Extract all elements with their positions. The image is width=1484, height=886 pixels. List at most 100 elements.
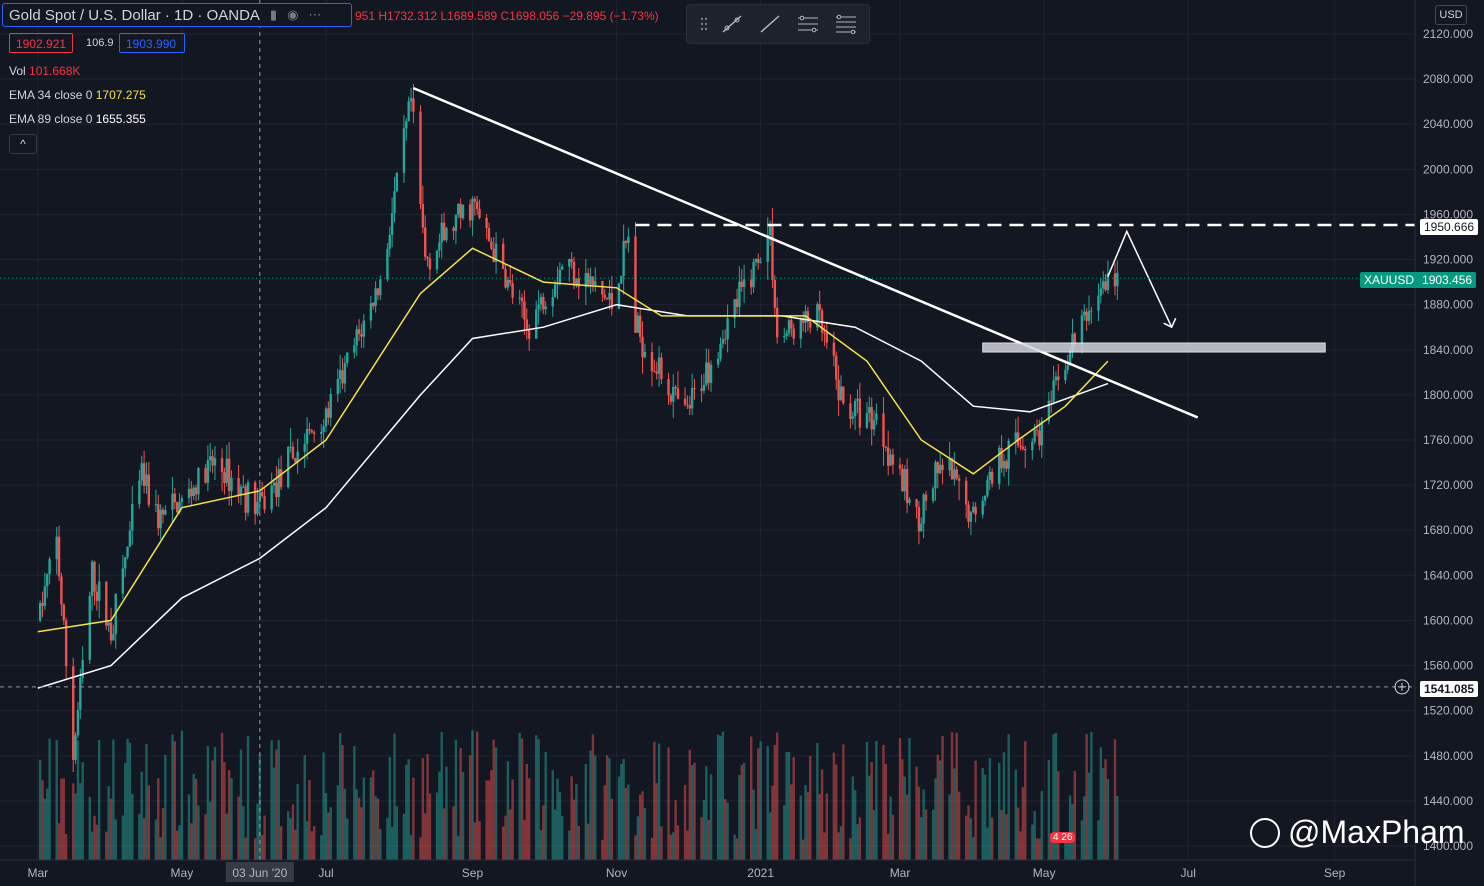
candle-body [95, 591, 99, 601]
volume-bar [953, 768, 956, 860]
volume-bar [468, 755, 472, 860]
trendline-tool-icon[interactable] [719, 12, 745, 36]
volume-bar [419, 837, 422, 860]
volume-bar [969, 818, 973, 860]
eye-icon[interactable]: ◉ [287, 7, 299, 22]
ema34-line [37, 247, 1109, 633]
candle-body [875, 413, 878, 421]
y-tick-label: 1560.000 [1423, 659, 1473, 673]
volume-bar [246, 735, 250, 860]
volume-bar [435, 792, 439, 860]
candle-body [589, 276, 592, 285]
volume-bar [353, 746, 356, 860]
more-icon[interactable]: ⋯ [308, 7, 322, 22]
volume-bar [690, 764, 694, 860]
volume-bar [988, 757, 991, 860]
volume-bar [917, 786, 921, 860]
candle-body [346, 352, 349, 363]
candle-body [294, 458, 297, 463]
candle-body [511, 283, 514, 298]
volume-bar [506, 761, 510, 860]
volume-bar [131, 793, 134, 860]
volume-bar [263, 815, 266, 860]
square-icon[interactable]: ▮ [269, 7, 278, 22]
candle-body [724, 339, 727, 341]
candle-body [1097, 295, 1100, 311]
symbol-title: Gold Spot / U.S. Dollar · 1D · OANDA [9, 6, 260, 24]
candle-body [147, 474, 151, 505]
candle-body [223, 472, 226, 484]
volume-bar [669, 834, 673, 860]
candle-body [702, 384, 706, 391]
ohlc-open: 951 [355, 9, 376, 23]
volume-bar [972, 837, 975, 860]
candle-body [1033, 429, 1036, 442]
candle-body [936, 462, 940, 474]
volume-bar [438, 771, 441, 860]
volume-bar [1021, 787, 1025, 860]
candle-body [1106, 273, 1110, 291]
volume-bar [950, 732, 954, 860]
volume-bar [773, 744, 777, 860]
ray-tool-icon[interactable] [757, 12, 783, 36]
drag-handle-icon[interactable] [691, 12, 717, 36]
candle-body [690, 387, 694, 409]
candle-body [275, 482, 278, 498]
volume-bar [709, 774, 713, 860]
candle-body [572, 261, 576, 286]
volume-bar [591, 734, 595, 860]
events-badge[interactable]: 4 26 [1050, 832, 1076, 843]
symbol-title-bar[interactable]: Gold Spot / U.S. Dollar · 1D · OANDA ▮ ◉… [2, 3, 352, 27]
candle-body [452, 227, 455, 231]
candle-body [461, 204, 465, 219]
candle-body [41, 602, 44, 606]
candle-body [688, 405, 691, 409]
candle-body [638, 315, 642, 337]
volume-bar [407, 759, 410, 860]
volume-value: 101.668K [29, 64, 81, 78]
y-tick-label: 1960.000 [1423, 207, 1473, 221]
buy-price[interactable]: 1903.990 [119, 33, 185, 53]
volume-bar [38, 759, 42, 860]
volume-bar [128, 742, 132, 860]
volume-legend[interactable]: Vol 101.668K [9, 64, 80, 78]
channel-tool-icon[interactable] [833, 12, 859, 36]
candle-body [289, 446, 292, 448]
volume-bar [856, 824, 859, 860]
candle-body [624, 240, 628, 244]
ema34-legend[interactable]: EMA 34 close 0 1707.275 [9, 88, 146, 102]
candle-body [1005, 461, 1008, 469]
volume-bar [974, 760, 977, 860]
volume-bar [192, 773, 195, 860]
currency-badge[interactable]: USD [1435, 5, 1467, 25]
volume-bar [194, 778, 198, 860]
ohlc-low: L1689.589 [440, 9, 498, 23]
sell-price[interactable]: 1902.921 [9, 33, 73, 53]
volume-bar [733, 834, 736, 860]
volume-bar [872, 810, 876, 860]
volume-bar [998, 762, 1001, 860]
volume-bar [109, 798, 113, 860]
volume-bar [424, 813, 427, 860]
candle-body [324, 408, 328, 427]
candle-body [1047, 400, 1051, 422]
ema34-value: 1707.275 [95, 88, 146, 102]
volume-bar [653, 741, 656, 860]
fib-tool-icon[interactable] [795, 12, 821, 36]
candle-body [799, 318, 803, 339]
collapse-legend-button[interactable]: ^ [9, 134, 37, 154]
candle-body [842, 386, 845, 404]
volume-bar [180, 730, 184, 860]
volume-bar [903, 776, 906, 860]
volume-bar [294, 829, 297, 860]
candle-body [809, 321, 812, 328]
volume-bar [584, 763, 588, 860]
candle-body [667, 378, 670, 396]
volume-bar [471, 730, 474, 860]
ema89-legend[interactable]: EMA 89 close 0 1655.355 [9, 112, 146, 126]
volume-bar [253, 838, 257, 860]
candle-body [941, 464, 944, 471]
volume-bar [213, 747, 217, 860]
volume-bar [60, 778, 63, 860]
